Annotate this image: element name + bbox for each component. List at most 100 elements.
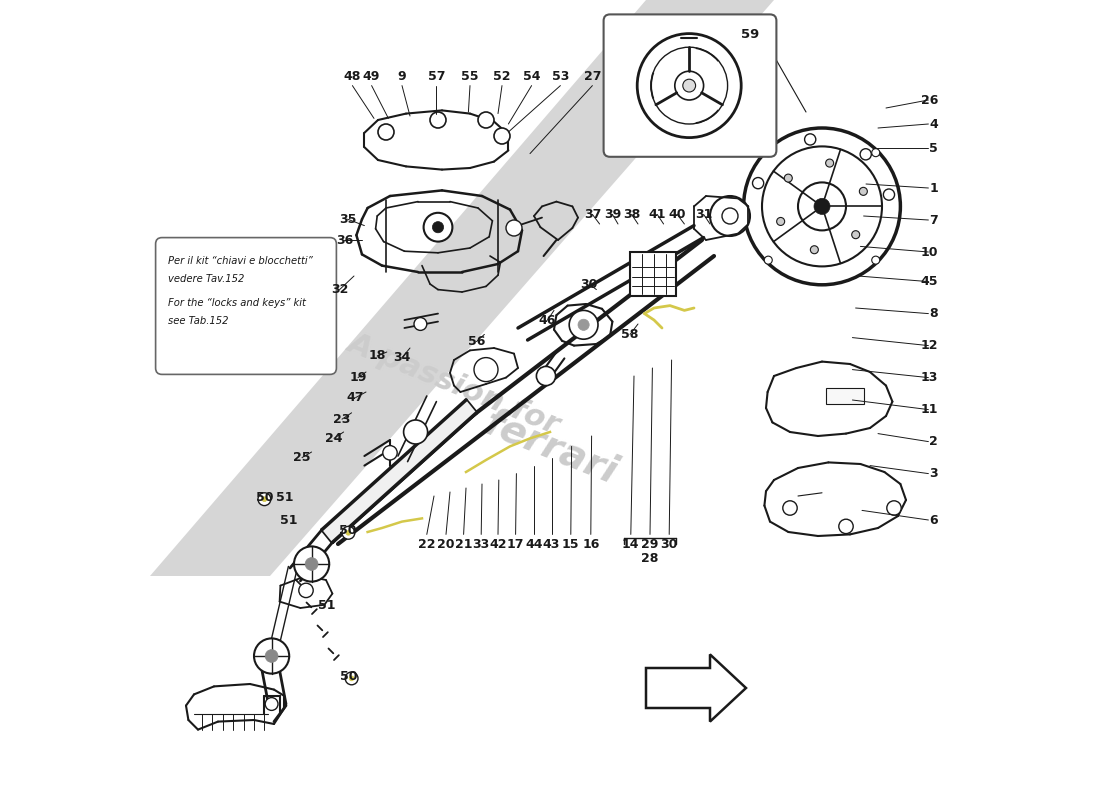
Text: 9: 9 [398, 70, 406, 82]
Circle shape [764, 149, 772, 157]
Circle shape [887, 501, 901, 515]
Circle shape [569, 310, 598, 339]
Text: 23: 23 [333, 413, 351, 426]
Circle shape [851, 230, 860, 238]
Circle shape [777, 218, 784, 226]
Circle shape [871, 256, 880, 264]
Text: see Tab.152: see Tab.152 [168, 316, 229, 326]
FancyBboxPatch shape [604, 14, 777, 157]
Circle shape [537, 366, 556, 386]
Text: 41: 41 [649, 208, 666, 221]
Circle shape [414, 318, 427, 330]
Circle shape [494, 128, 510, 144]
Text: 50: 50 [339, 524, 356, 537]
Circle shape [424, 213, 452, 242]
Text: 25: 25 [294, 451, 310, 464]
Text: 8: 8 [930, 307, 938, 320]
Text: 54: 54 [522, 70, 540, 82]
Text: Per il kit “chiavi e blocchetti”: Per il kit “chiavi e blocchetti” [168, 256, 314, 266]
Text: 45: 45 [921, 275, 938, 288]
Bar [826, 388, 865, 404]
Text: 37: 37 [584, 208, 601, 221]
Text: 47: 47 [346, 391, 364, 404]
Circle shape [262, 497, 267, 502]
Text: ferrari: ferrari [477, 404, 623, 492]
Polygon shape [150, 16, 790, 600]
Circle shape [378, 124, 394, 140]
Circle shape [294, 546, 329, 582]
Text: 22: 22 [418, 538, 436, 550]
Text: 18: 18 [368, 350, 386, 362]
Circle shape [342, 526, 355, 539]
Circle shape [383, 446, 397, 460]
Polygon shape [150, 0, 950, 800]
Text: 38: 38 [623, 208, 640, 221]
Text: 50: 50 [340, 670, 358, 682]
Text: 6: 6 [930, 514, 938, 526]
Circle shape [478, 112, 494, 128]
Circle shape [254, 638, 289, 674]
Text: 43: 43 [543, 538, 560, 550]
Text: 52: 52 [493, 70, 510, 82]
Text: 33: 33 [473, 538, 490, 550]
Text: A passion for: A passion for [343, 328, 564, 440]
Text: 34: 34 [394, 351, 410, 364]
Text: 24: 24 [326, 432, 343, 445]
Circle shape [430, 112, 446, 128]
Circle shape [346, 530, 351, 535]
Text: 4: 4 [930, 118, 938, 130]
Circle shape [683, 79, 695, 92]
Text: 53: 53 [552, 70, 569, 82]
Text: 39: 39 [604, 208, 622, 221]
Text: 20: 20 [438, 538, 454, 550]
Text: 51: 51 [280, 514, 298, 526]
Circle shape [258, 493, 271, 506]
Text: 59: 59 [741, 28, 759, 41]
Text: 42: 42 [490, 538, 507, 550]
Text: 58: 58 [621, 328, 639, 341]
Circle shape [404, 420, 428, 444]
Text: 56: 56 [468, 335, 485, 348]
Text: 27: 27 [584, 70, 602, 82]
Circle shape [432, 222, 443, 233]
Circle shape [814, 198, 830, 214]
Circle shape [764, 256, 772, 264]
Text: 46: 46 [539, 314, 557, 326]
Polygon shape [630, 252, 676, 296]
Circle shape [860, 149, 871, 160]
Circle shape [345, 672, 358, 685]
Text: 14: 14 [623, 538, 639, 550]
Text: 51: 51 [318, 599, 336, 612]
Circle shape [811, 246, 818, 254]
Polygon shape [322, 400, 476, 542]
Text: 30: 30 [660, 538, 678, 550]
Circle shape [265, 650, 278, 662]
Text: 7: 7 [930, 214, 938, 226]
Text: 15: 15 [562, 538, 580, 550]
Text: 29: 29 [641, 538, 659, 550]
Text: 1: 1 [930, 182, 938, 194]
Circle shape [506, 220, 522, 236]
Circle shape [826, 159, 834, 167]
Circle shape [783, 501, 798, 515]
Text: 16: 16 [582, 538, 600, 550]
Text: 31: 31 [695, 208, 713, 221]
Circle shape [299, 583, 314, 598]
Circle shape [578, 319, 590, 330]
Text: 57: 57 [428, 70, 446, 82]
Text: 21: 21 [455, 538, 472, 550]
Text: 10: 10 [921, 246, 938, 258]
Circle shape [798, 182, 846, 230]
Text: 35: 35 [339, 213, 356, 226]
Text: 11: 11 [921, 403, 938, 416]
Circle shape [265, 698, 278, 710]
FancyBboxPatch shape [155, 238, 337, 374]
Circle shape [710, 196, 750, 236]
Text: 30: 30 [581, 278, 598, 290]
Circle shape [859, 187, 867, 195]
Circle shape [722, 208, 738, 224]
Text: 44: 44 [526, 538, 542, 550]
Circle shape [305, 558, 318, 570]
Text: 17: 17 [507, 538, 525, 550]
Text: 5: 5 [930, 142, 938, 154]
